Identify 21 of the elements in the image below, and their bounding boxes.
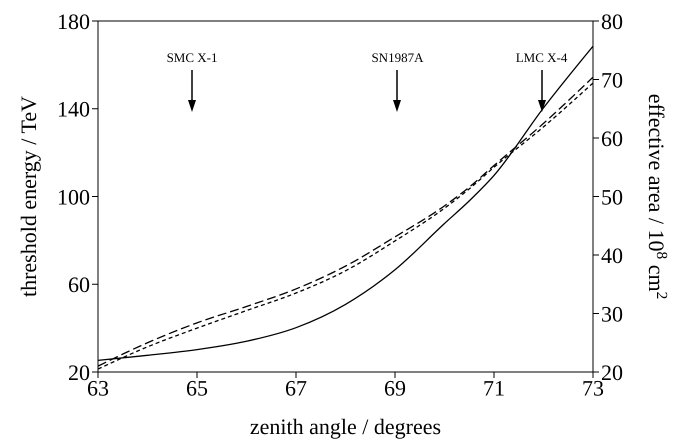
x-tick-label: 69: [384, 376, 406, 401]
annotation: LMC X-4: [516, 50, 568, 65]
x-axis-title: zenith angle / degrees: [250, 414, 442, 439]
y2-tick-label: 80: [601, 8, 623, 34]
x-tick-label: 71: [483, 376, 505, 401]
x-tick-label: 67: [285, 376, 307, 401]
y-tick-label: 60: [68, 272, 90, 298]
y-tick-label: 20: [68, 360, 90, 385]
y-tick-label: 100: [57, 184, 90, 210]
y2-tick-label: 70: [601, 67, 623, 92]
y2-tick-label: 40: [601, 242, 623, 268]
y2-tick-label: 50: [601, 184, 623, 210]
y2-tick-label: 30: [601, 301, 623, 326]
y2-tick-label: 60: [601, 126, 623, 151]
y-tick-label: 140: [57, 96, 90, 122]
annotation: SN1987A: [371, 50, 424, 65]
y2-tick-label: 20: [601, 360, 623, 385]
annotation: SMC X-1: [166, 50, 218, 65]
y-tick-label: 180: [57, 8, 90, 34]
x-tick-label: 65: [186, 376, 208, 401]
y-axis-title: threshold energy / TeV: [16, 96, 41, 298]
